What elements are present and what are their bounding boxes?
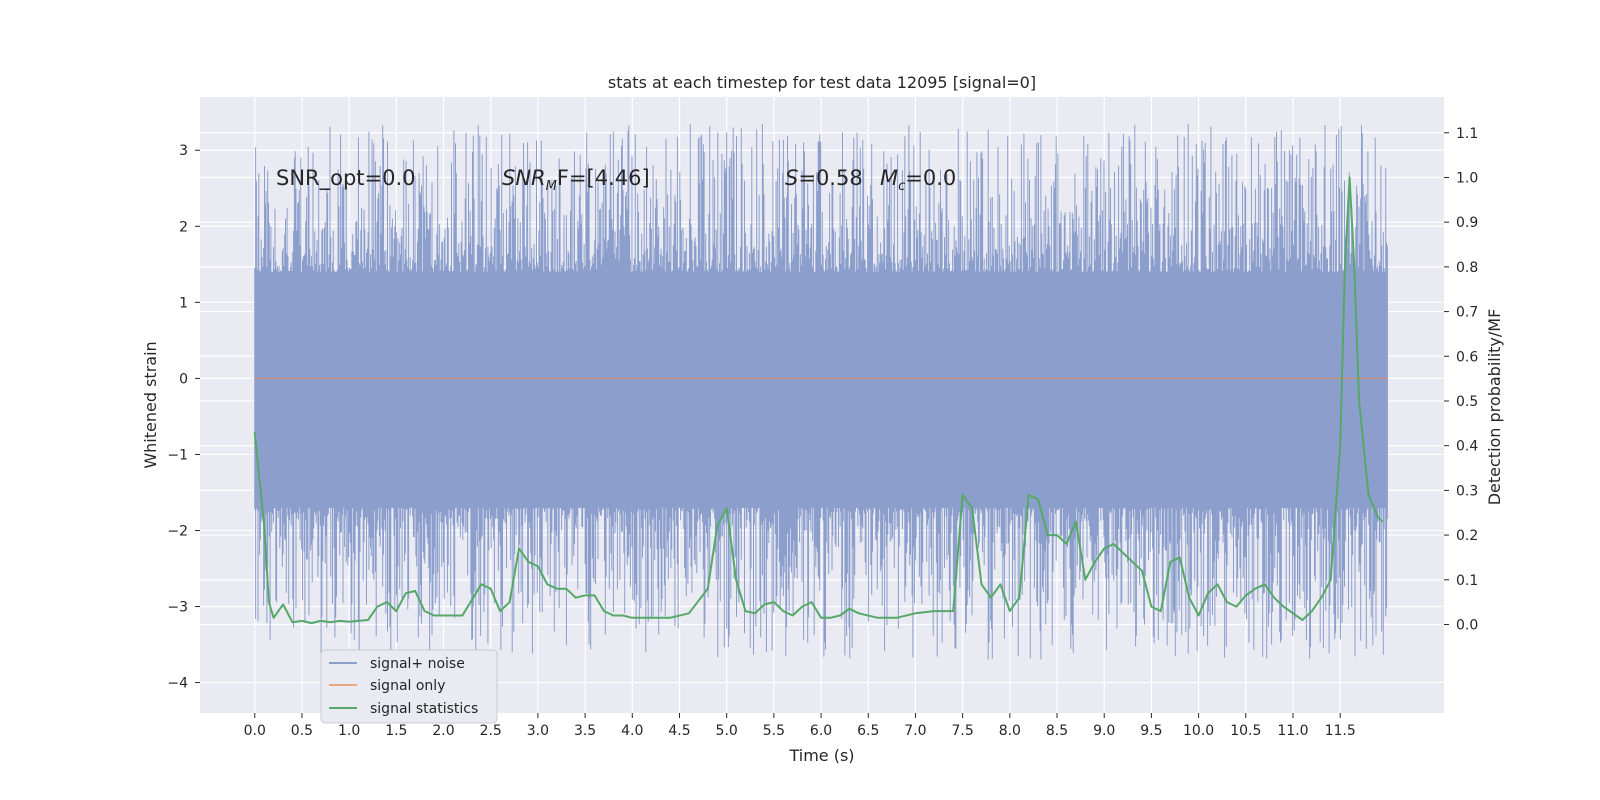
x-tick-label: 2.0	[432, 723, 454, 739]
y-left-tick-label: 3	[179, 143, 188, 159]
x-tick-label: 5.5	[763, 723, 785, 739]
annotation-mc-value: Mc=0.0	[880, 166, 956, 194]
x-tick-label: 10.0	[1183, 723, 1214, 739]
signal-statistics-line	[253, 176, 1384, 625]
y-right-tick-label: 0.9	[1456, 215, 1478, 231]
x-tick-label: 2.5	[480, 723, 502, 739]
x-tick-label: 0.5	[291, 723, 313, 739]
y-left-tick-label: −1	[167, 447, 188, 463]
x-tick-label: 6.0	[810, 723, 832, 739]
y-left-tick-label: −4	[167, 676, 188, 692]
signal-statistics-series	[253, 176, 1384, 625]
y-right-tick-label: 0.6	[1456, 349, 1478, 365]
annotation-s-value: S=0.58	[785, 166, 863, 190]
chart-title: stats at each timestep for test data 120…	[608, 73, 1036, 92]
legend-box	[320, 649, 498, 724]
x-tick-labels: 0.0 0.5 1.0 1.5 2.0 2.5 3.0 3.5 4.0 4.5 5.0 5.5 6.0 6…	[244, 713, 1356, 739]
y-left-tick-labels: −4 −3 −2 −1 0 1 2 3	[167, 143, 200, 692]
y-left-tick-label: −2	[167, 523, 188, 539]
x-axis-label: Time (s)	[788, 746, 854, 765]
y-right-tick-label: 0.1	[1456, 573, 1478, 589]
y-right-tick-label: 0.5	[1456, 394, 1478, 410]
x-tick-label: 1.0	[338, 723, 360, 739]
y-left-tick-label: 0	[179, 371, 188, 387]
legend-label-signal-noise: signal+ noise	[370, 656, 465, 672]
x-tick-label: 9.5	[1140, 723, 1162, 739]
y-right-tick-label: 0.0	[1456, 617, 1478, 633]
legend-label-signal-statistics: signal statistics	[370, 701, 478, 717]
y-left-tick-label: 2	[179, 219, 188, 235]
x-tick-label: 7.0	[904, 723, 926, 739]
y-right-tick-label: 1.0	[1456, 170, 1478, 186]
x-tick-label: 5.0	[716, 723, 738, 739]
signal-noise-series	[254, 123, 1388, 660]
annotation-snr-opt: SNR_opt=0.0	[276, 166, 416, 191]
x-tick-label: 9.0	[1093, 723, 1115, 739]
legend: signal+ noise signal only signal statist…	[320, 649, 498, 724]
y-right-tick-label: 0.7	[1456, 305, 1478, 321]
x-tick-label: 8.0	[999, 723, 1021, 739]
y-right-tick-label: 1.1	[1456, 126, 1478, 142]
y-right-tick-label: 0.3	[1456, 483, 1478, 499]
y-right-tick-label: 0.4	[1456, 439, 1478, 455]
x-tick-label: 10.5	[1230, 723, 1261, 739]
y-axis-label-left: Whitened strain	[141, 341, 160, 468]
x-tick-label: 3.5	[574, 723, 596, 739]
x-tick-label: 11.5	[1325, 723, 1356, 739]
y-left-tick-label: −3	[167, 600, 188, 616]
y-right-tick-label: 0.2	[1456, 528, 1478, 544]
y-right-tick-label: 0.8	[1456, 260, 1478, 276]
x-tick-label: 1.5	[385, 723, 407, 739]
y-right-tick-labels: 0.0 0.1 0.2 0.3 0.4 0.5 0.6 0.7 0.8 0.9 1.0 1.1	[1444, 126, 1478, 633]
x-tick-label: 11.0	[1277, 723, 1308, 739]
x-tick-label: 4.0	[621, 723, 643, 739]
x-tick-label: 4.5	[668, 723, 690, 739]
y-left-tick-label: 1	[179, 295, 188, 311]
x-tick-label: 7.5	[952, 723, 974, 739]
annotation-snr-mf: SNRMF=[4.46]	[502, 166, 650, 194]
x-tick-label: 6.5	[857, 723, 879, 739]
x-tick-label: 3.0	[527, 723, 549, 739]
y-axis-label-right: Detection probability/MF	[1485, 309, 1504, 506]
legend-label-signal-only: signal only	[370, 678, 445, 694]
x-tick-label: 0.0	[244, 723, 266, 739]
x-tick-label: 8.5	[1046, 723, 1068, 739]
